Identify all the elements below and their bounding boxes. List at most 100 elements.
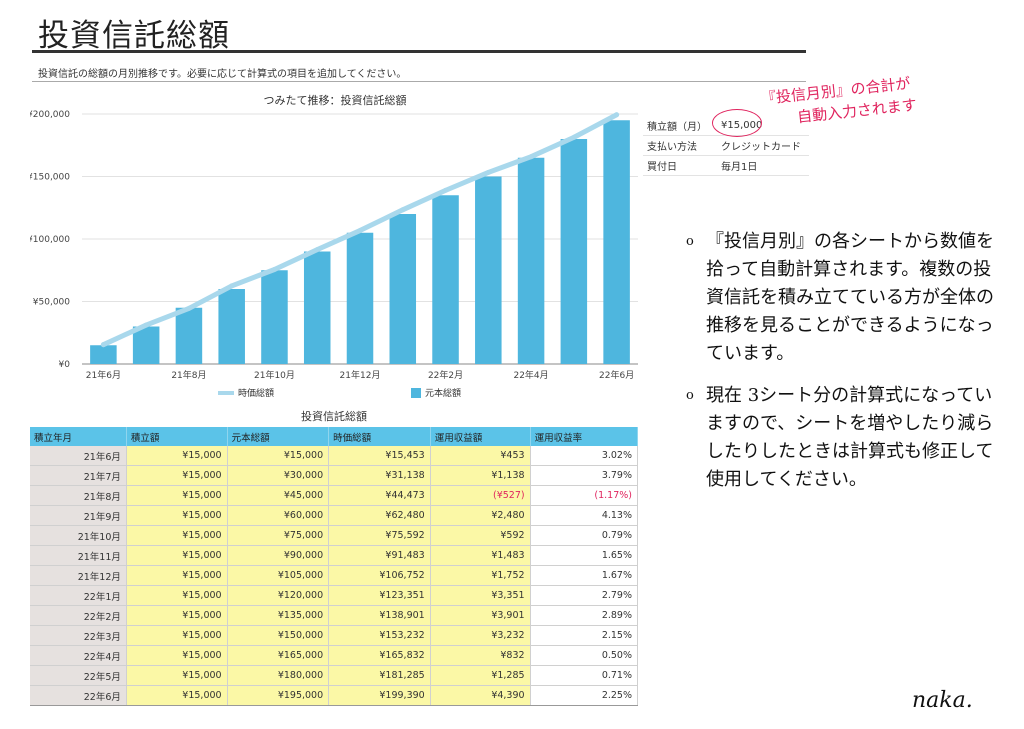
table-cell[interactable]: 22年3月 <box>30 625 127 646</box>
column-header[interactable]: 元本総額 <box>227 427 330 446</box>
table-cell[interactable]: ¥75,592 <box>328 525 431 546</box>
table-cell[interactable]: ¥138,901 <box>328 605 431 626</box>
table-cell[interactable]: ¥62,480 <box>328 505 431 526</box>
info-value[interactable]: 毎月1日 <box>721 162 758 173</box>
info-key: 支払い方法 <box>647 142 697 153</box>
table-cell[interactable]: 2.79% <box>530 585 639 606</box>
table-cell[interactable]: ¥90,000 <box>227 545 330 566</box>
table-cell[interactable]: ¥165,832 <box>328 645 431 666</box>
table-cell[interactable]: 22年6月 <box>30 685 127 706</box>
table-cell[interactable]: 22年1月 <box>30 585 127 606</box>
table-cell[interactable]: ¥15,000 <box>126 545 228 566</box>
table-cell[interactable]: 2.89% <box>530 605 639 626</box>
table-cell[interactable]: 3.79% <box>530 465 639 486</box>
column-header[interactable]: 積立年月 <box>30 427 127 446</box>
table-cell[interactable]: ¥2,480 <box>430 505 531 526</box>
table-cell[interactable]: ¥3,351 <box>430 585 531 606</box>
table-cell[interactable]: 21年7月 <box>30 465 127 486</box>
table-cell[interactable]: 1.65% <box>530 545 639 566</box>
table-cell[interactable]: ¥45,000 <box>227 485 330 506</box>
table-cell[interactable]: ¥199,390 <box>328 685 431 706</box>
table-cell[interactable]: ¥15,000 <box>126 645 228 666</box>
y-tick-label: ¥0 <box>59 360 71 370</box>
column-header[interactable]: 積立額 <box>126 427 228 446</box>
title-divider <box>32 50 806 53</box>
table-cell[interactable]: ¥181,285 <box>328 665 431 686</box>
table-cell[interactable]: ¥15,000 <box>126 625 228 646</box>
table-cell[interactable]: (¥527) <box>430 485 531 506</box>
table-cell[interactable]: (1.17%) <box>530 485 639 506</box>
table-cell[interactable]: ¥180,000 <box>227 665 330 686</box>
table-cell[interactable]: 2.15% <box>530 625 639 646</box>
table-cell[interactable]: 0.79% <box>530 525 639 546</box>
table-cell[interactable]: ¥3,232 <box>430 625 531 646</box>
table-cell[interactable]: ¥153,232 <box>328 625 431 646</box>
table-cell[interactable]: 3.02% <box>530 446 639 466</box>
table-cell[interactable]: ¥120,000 <box>227 585 330 606</box>
table-cell[interactable]: 21年11月 <box>30 545 127 566</box>
table-cell[interactable]: ¥91,483 <box>328 545 431 566</box>
table-row: 21年10月 ¥15,000 ¥75,000 ¥75,592 ¥592 0.79% <box>30 525 639 546</box>
table-cell[interactable]: ¥15,000 <box>126 446 228 466</box>
table-cell[interactable]: 21年8月 <box>30 485 127 506</box>
table-row: 21年11月 ¥15,000 ¥90,000 ¥91,483 ¥1,483 1.65% <box>30 545 639 566</box>
table-cell[interactable]: ¥15,000 <box>126 505 228 526</box>
table-cell[interactable]: ¥105,000 <box>227 565 330 586</box>
table-cell[interactable]: ¥135,000 <box>227 605 330 626</box>
table-cell[interactable]: 22年5月 <box>30 665 127 686</box>
table-cell[interactable]: ¥106,752 <box>328 565 431 586</box>
column-header[interactable]: 時価総額 <box>328 427 431 446</box>
table-cell[interactable]: ¥4,390 <box>430 685 531 706</box>
table-cell[interactable]: ¥1,285 <box>430 665 531 686</box>
table-cell[interactable]: ¥15,000 <box>126 565 228 586</box>
table-cell[interactable]: ¥165,000 <box>227 645 330 666</box>
table-cell[interactable]: ¥15,000 <box>126 465 228 486</box>
table-cell[interactable]: ¥15,000 <box>126 585 228 606</box>
table-cell[interactable]: 21年12月 <box>30 565 127 586</box>
table-cell[interactable]: ¥592 <box>430 525 531 546</box>
table-cell[interactable]: 22年2月 <box>30 605 127 626</box>
table-cell[interactable]: ¥832 <box>430 645 531 666</box>
table-cell[interactable]: ¥1,752 <box>430 565 531 586</box>
table-cell[interactable]: ¥15,000 <box>227 446 330 466</box>
table-cell[interactable]: ¥15,453 <box>328 446 431 466</box>
table-cell[interactable]: ¥30,000 <box>227 465 330 486</box>
table-cell[interactable]: ¥123,351 <box>328 585 431 606</box>
table-cell[interactable]: ¥15,000 <box>126 605 228 626</box>
table-cell[interactable]: ¥75,000 <box>227 525 330 546</box>
table-cell[interactable]: 2.25% <box>530 685 639 706</box>
table-row: 21年6月 ¥15,000 ¥15,000 ¥15,453 ¥453 3.02% <box>30 446 639 466</box>
table-cell[interactable]: 0.50% <box>530 645 639 666</box>
line-point <box>443 187 449 193</box>
line-point <box>143 322 149 328</box>
info-value[interactable]: クレジットカード <box>721 142 801 153</box>
table-cell[interactable]: ¥195,000 <box>227 685 330 706</box>
table-cell[interactable]: 1.67% <box>530 565 639 586</box>
table-cell[interactable]: ¥15,000 <box>126 485 228 506</box>
table-cell[interactable]: 21年6月 <box>30 446 127 466</box>
table-cell[interactable]: ¥44,473 <box>328 485 431 506</box>
table-cell[interactable]: ¥15,000 <box>126 525 228 546</box>
table-cell[interactable]: 21年9月 <box>30 505 127 526</box>
table-cell[interactable]: ¥60,000 <box>227 505 330 526</box>
table-cell[interactable]: ¥3,901 <box>430 605 531 626</box>
table-row: 22年6月 ¥15,000 ¥195,000 ¥199,390 ¥4,390 2.25% <box>30 685 639 706</box>
bullet-icon: o <box>686 234 694 249</box>
table-cell[interactable]: ¥1,138 <box>430 465 531 486</box>
column-header[interactable]: 運用収益額 <box>430 427 531 446</box>
info-row-payment: 支払い方法 クレジットカード <box>643 136 809 156</box>
table-cell[interactable]: 0.71% <box>530 665 639 686</box>
table-cell[interactable]: ¥453 <box>430 446 531 466</box>
table-cell[interactable]: ¥15,000 <box>126 665 228 686</box>
column-header[interactable]: 運用収益率 <box>530 427 639 446</box>
table-cell[interactable]: ¥31,138 <box>328 465 431 486</box>
table-cell[interactable]: 21年10月 <box>30 525 127 546</box>
table-row: 22年2月 ¥15,000 ¥135,000 ¥138,901 ¥3,901 2.89% <box>30 605 639 626</box>
legend-swatch <box>411 388 421 398</box>
table-cell[interactable]: ¥15,000 <box>126 685 228 706</box>
table-cell[interactable]: ¥1,483 <box>430 545 531 566</box>
table-cell[interactable]: 4.13% <box>530 505 639 526</box>
table-cell[interactable]: ¥150,000 <box>227 625 330 646</box>
x-tick-label: 21年6月 <box>86 369 121 381</box>
table-cell[interactable]: 22年4月 <box>30 645 127 666</box>
